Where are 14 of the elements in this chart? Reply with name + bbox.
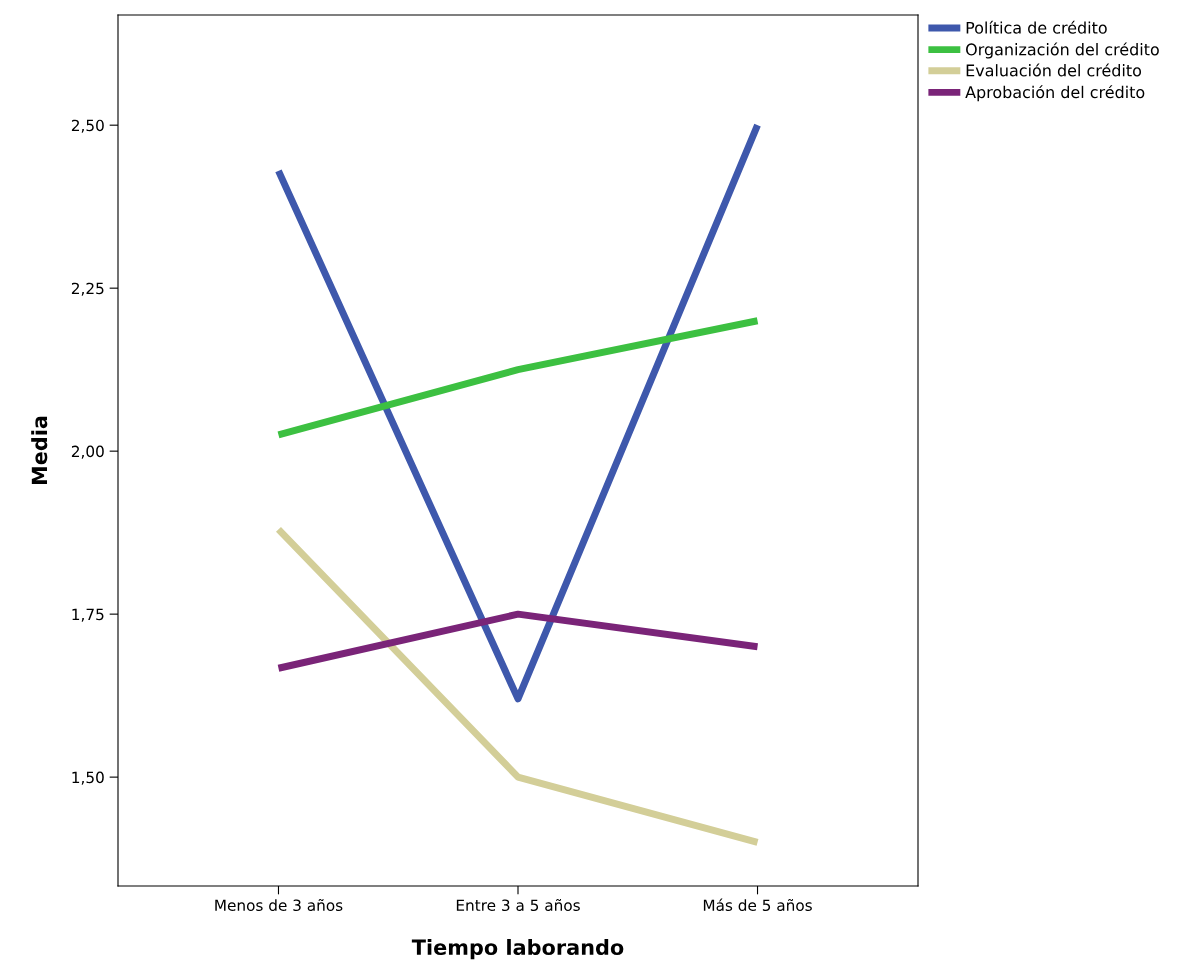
legend-label: Organización del crédito — [966, 42, 1159, 59]
x-tick-label: Más de 5 años — [703, 898, 812, 912]
y-tick-label: 1,50 — [72, 771, 104, 785]
y-tick-label: 2,00 — [71, 445, 104, 459]
y-tick-label: 2,25 — [71, 282, 104, 296]
legend-label: Evaluación del crédito — [966, 63, 1142, 77]
x-tick-label: Entre 3 a 5 años — [456, 898, 580, 912]
x-axis-title: Tiempo laborando — [411, 938, 624, 960]
y-tick-label: 2,50 — [71, 119, 104, 133]
y-axis-title: Media — [31, 416, 48, 485]
legend-label: Política de crédito — [966, 20, 1107, 34]
x-tick-label: Menos de 3 años — [215, 898, 343, 912]
legend-label: Aprobación del crédito — [965, 85, 1145, 102]
y-tick-label: 1,75 — [72, 608, 104, 622]
